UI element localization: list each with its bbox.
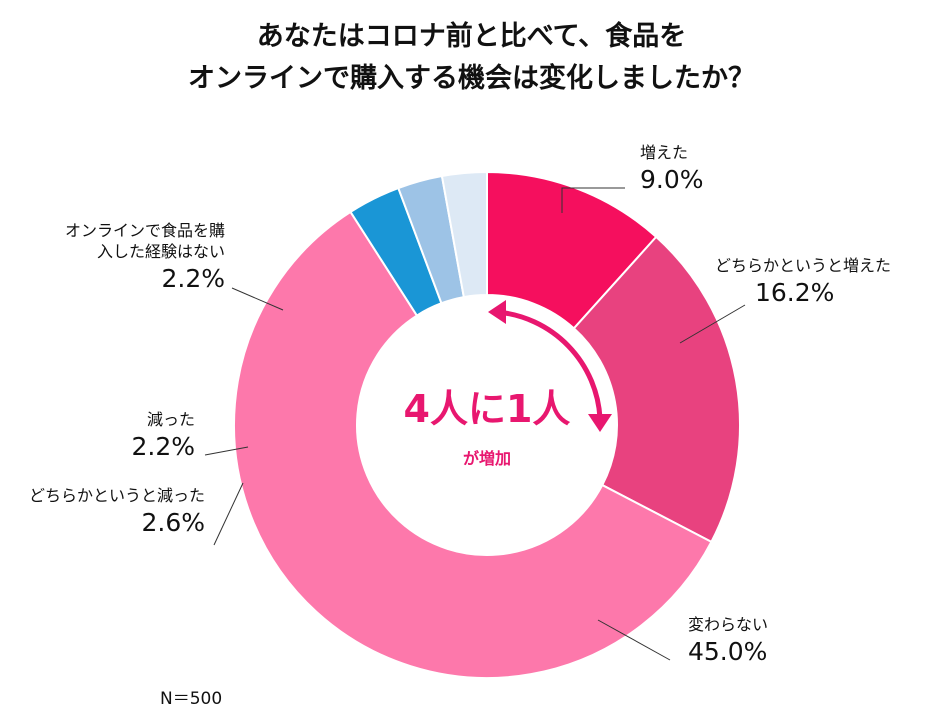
slice bbox=[233, 210, 713, 679]
slice bbox=[572, 235, 741, 544]
value-label: 2.6% bbox=[141, 507, 205, 537]
label: 増えた 9.0% bbox=[640, 143, 704, 196]
category-label: 変わらない bbox=[688, 615, 769, 634]
leader-line bbox=[597, 619, 671, 661]
category-label: オンラインで食品を購入した経験はない bbox=[65, 221, 226, 261]
center-text: 4人に1人 bbox=[404, 387, 571, 431]
center-subtext: が増加 bbox=[463, 449, 511, 468]
value-label: 9.0% bbox=[640, 164, 704, 194]
leader-line bbox=[561, 187, 625, 213]
slice bbox=[440, 170, 488, 299]
chart-title: あなたはコロナ前と比べて、食品を bbox=[256, 21, 687, 52]
arrow bbox=[488, 300, 612, 432]
leader-line bbox=[204, 446, 249, 456]
label: 減った 2.2% bbox=[131, 410, 195, 463]
label: どちらかというと増えた 16.2% bbox=[715, 256, 891, 309]
leader-line bbox=[213, 482, 244, 546]
arrow-arc bbox=[496, 309, 603, 419]
category-label: 減った bbox=[146, 410, 195, 429]
value-label: 2.2% bbox=[131, 431, 195, 461]
label: 変わらない 45.0% bbox=[688, 615, 768, 668]
leader-line bbox=[679, 304, 746, 344]
value-label: 45.0% bbox=[688, 636, 768, 666]
note: N＝500 bbox=[160, 689, 223, 709]
category-label: どちらかというと減った bbox=[28, 486, 205, 505]
leader-lines bbox=[204, 187, 746, 661]
label: どちらかというと減った 2.6% bbox=[29, 486, 205, 539]
slices bbox=[233, 170, 741, 679]
chart-title: オンラインで購入する機会は変化しましたか？ bbox=[188, 63, 755, 94]
category-label: 増えた bbox=[640, 143, 689, 162]
leader-line bbox=[231, 287, 284, 311]
arrow-head bbox=[588, 414, 612, 432]
category-label: どちらかというと増えた bbox=[715, 256, 892, 275]
arrow-head bbox=[488, 300, 506, 324]
value-label: 2.2% bbox=[161, 263, 225, 293]
label: オンラインで食品を購入した経験はない 2.2% bbox=[65, 221, 225, 295]
value-label: 16.2% bbox=[755, 277, 835, 307]
